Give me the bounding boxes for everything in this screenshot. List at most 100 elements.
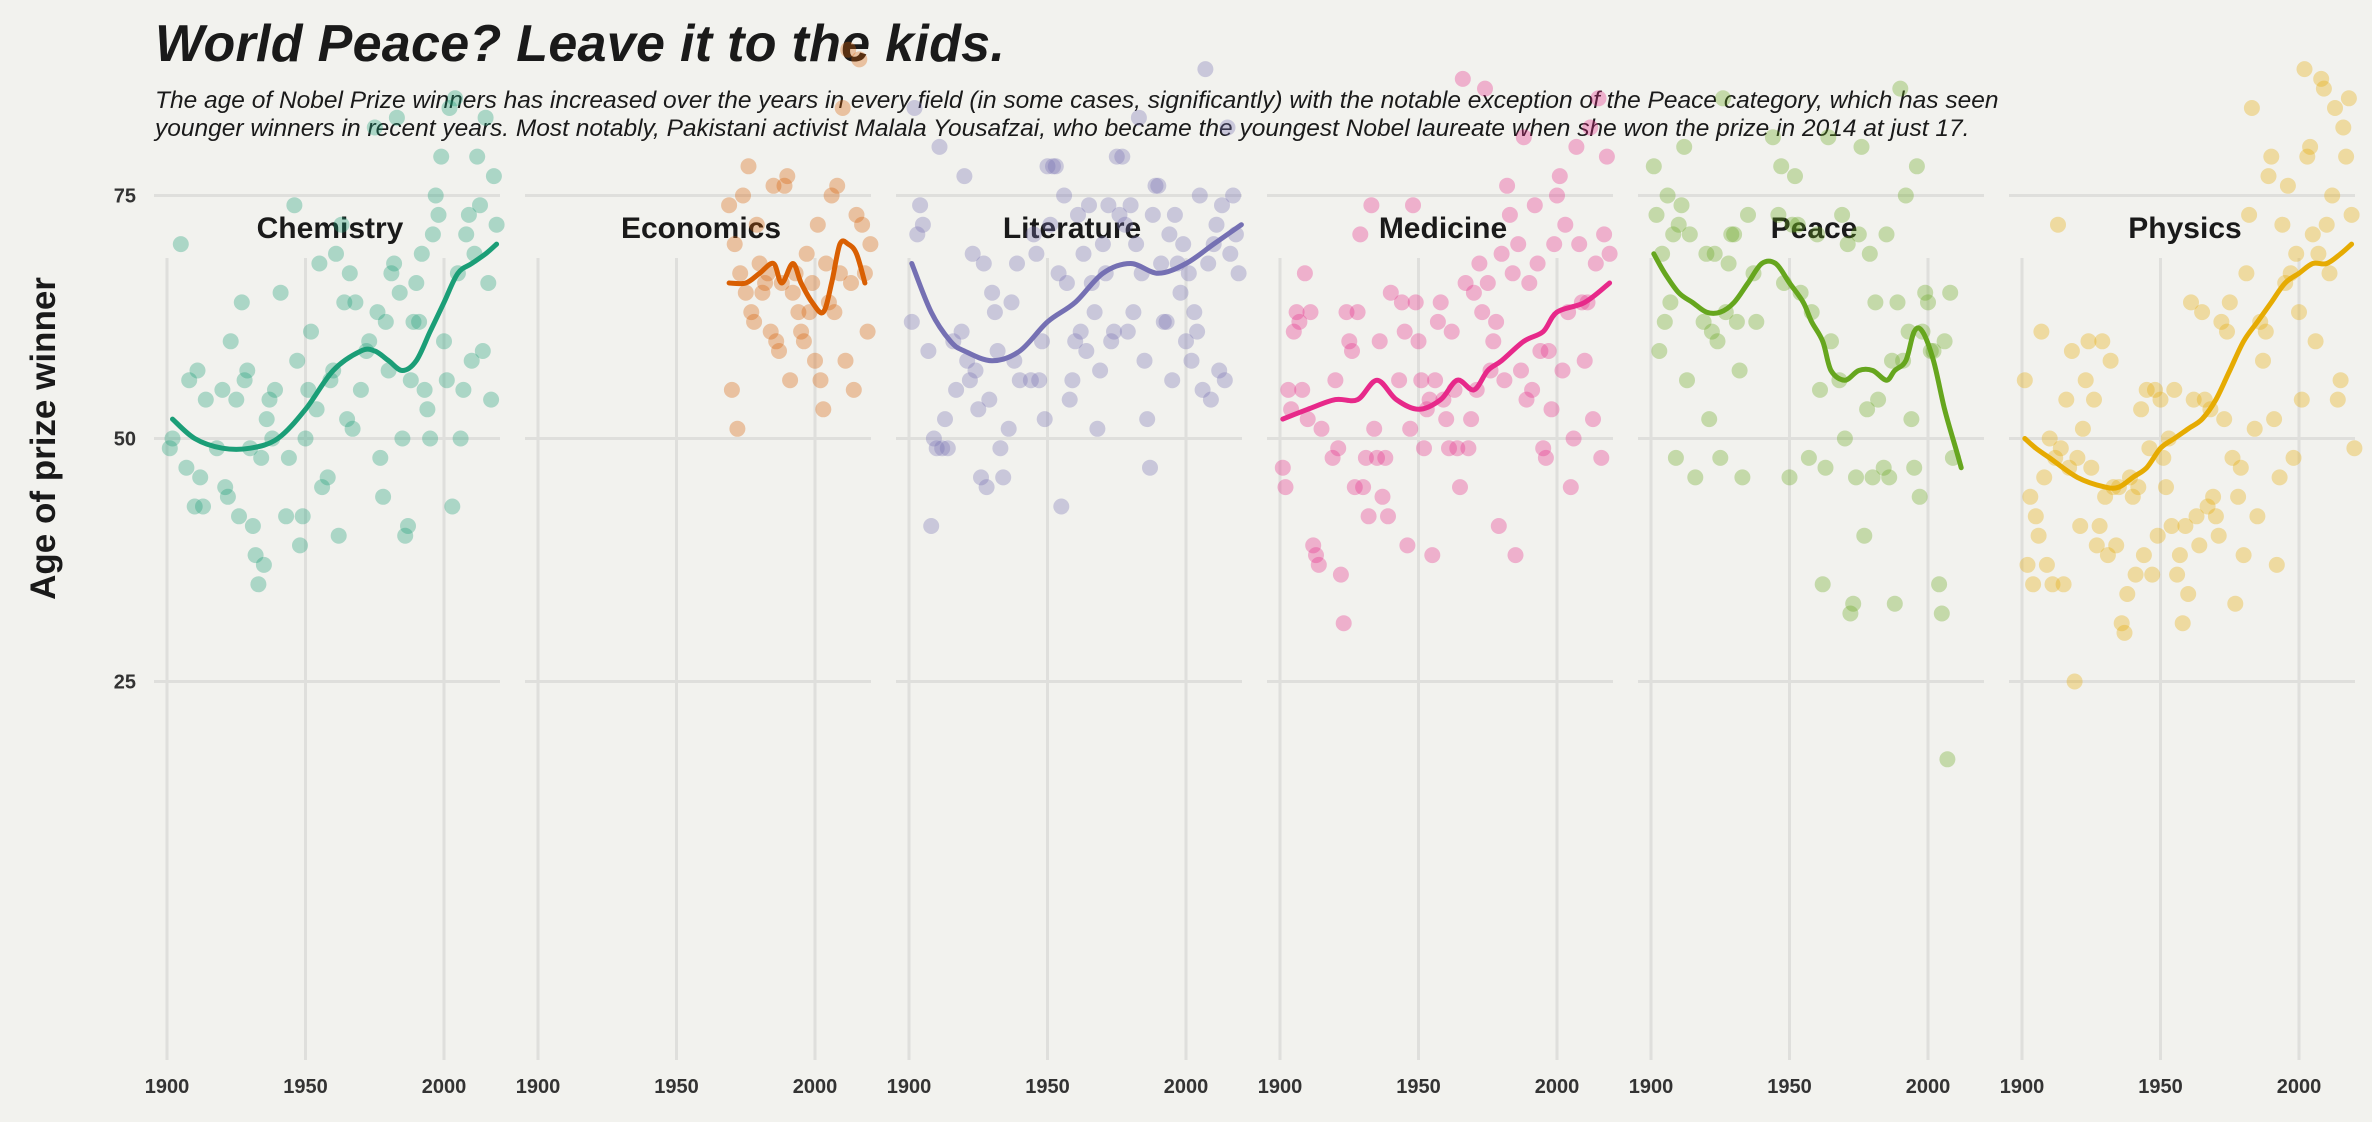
trend-line-peace (1651, 251, 1964, 471)
data-point (939, 440, 956, 457)
data-point (1100, 197, 1117, 214)
data-point (840, 41, 857, 58)
data-point (222, 333, 239, 350)
data-point (2343, 206, 2360, 223)
data-point (1078, 343, 1095, 359)
data-point (2249, 508, 2266, 525)
data-point (1393, 294, 1410, 311)
data-point (992, 440, 1009, 457)
data-point (2232, 459, 2249, 476)
data-point (743, 304, 760, 321)
data-point (906, 100, 923, 116)
data-point (1407, 294, 1424, 311)
data-point (1842, 605, 1859, 622)
data-point (2288, 245, 2305, 262)
data-point (397, 527, 414, 544)
data-point (1662, 294, 1679, 311)
chart-subtitle: The age of Nobel Prize winners has incre… (155, 87, 1999, 142)
data-point (2257, 323, 2274, 340)
data-point (2044, 576, 2061, 593)
data-point (2072, 518, 2089, 534)
data-point (843, 275, 859, 291)
data-point (1147, 177, 1164, 194)
data-point (1676, 138, 1693, 155)
data-point (1310, 556, 1327, 573)
data-point (1299, 411, 1316, 428)
data-point (1075, 245, 1092, 262)
data-point (2260, 168, 2277, 185)
data-point (1513, 362, 1529, 379)
data-point (192, 469, 209, 486)
data-point (333, 216, 350, 233)
data-point (779, 168, 796, 185)
data-point (1499, 177, 1516, 194)
data-point (1504, 265, 1521, 282)
data-point (2022, 488, 2039, 505)
data-point (1144, 206, 1161, 223)
data-point (1180, 265, 1197, 282)
data-point (1369, 449, 1385, 466)
data-point (294, 508, 311, 525)
data-point (427, 187, 444, 204)
data-point (314, 479, 331, 496)
data-point (2025, 576, 2042, 593)
data-point (1856, 527, 1873, 544)
data-point (217, 479, 234, 496)
data-point (2108, 537, 2125, 554)
data-point (1789, 216, 1806, 233)
data-point (2066, 673, 2083, 690)
data-point (1344, 343, 1360, 359)
data-point (2188, 508, 2205, 525)
data-point (1596, 226, 1613, 243)
data-point (2207, 508, 2224, 525)
data-point (1933, 605, 1950, 622)
data-point (455, 381, 472, 398)
data-point (1706, 245, 1723, 262)
data-point (1429, 313, 1446, 330)
data-point (1800, 449, 1817, 466)
data-point (2302, 138, 2319, 155)
data-point (1679, 372, 1695, 389)
data-point (408, 275, 425, 291)
data-point (228, 391, 245, 408)
data-point (480, 275, 497, 291)
data-point (2315, 80, 2332, 97)
data-point (2313, 70, 2330, 87)
data-point (829, 177, 846, 194)
data-point (1931, 576, 1948, 593)
facet-title-literature: Literature (1003, 212, 1141, 245)
data-point (925, 430, 942, 447)
data-point (1590, 90, 1607, 107)
panel-economics: Economics 1900 1950 2000 (516, 41, 879, 1098)
data-point (2243, 100, 2260, 116)
data-point (255, 556, 272, 573)
data-point (1341, 333, 1358, 350)
data-point (1687, 469, 1704, 486)
data-point (2238, 265, 2255, 282)
x-tick-label: 1950 (2138, 1076, 2183, 1098)
data-point (2097, 488, 2114, 505)
data-point (1551, 168, 1568, 185)
data-point (1022, 372, 1039, 389)
data-point (1413, 372, 1430, 389)
data-point (757, 275, 774, 291)
x-tick-label: 1900 (1629, 1076, 1674, 1098)
data-point (1031, 372, 1048, 389)
data-point (1305, 537, 1322, 554)
data-point (1565, 430, 1582, 447)
data-point (964, 245, 981, 262)
data-point (1000, 420, 1017, 437)
data-point (1845, 595, 1862, 612)
data-point (1748, 313, 1765, 330)
data-point (1139, 411, 1156, 428)
data-point (2293, 391, 2310, 408)
data-point (859, 323, 876, 340)
data-point (726, 236, 743, 253)
data-point (1302, 304, 1319, 321)
data-point (2169, 566, 2186, 583)
data-point (1011, 372, 1028, 389)
data-point (297, 430, 314, 447)
data-point (1391, 372, 1408, 389)
data-point (1781, 469, 1798, 486)
data-point (1128, 236, 1145, 253)
